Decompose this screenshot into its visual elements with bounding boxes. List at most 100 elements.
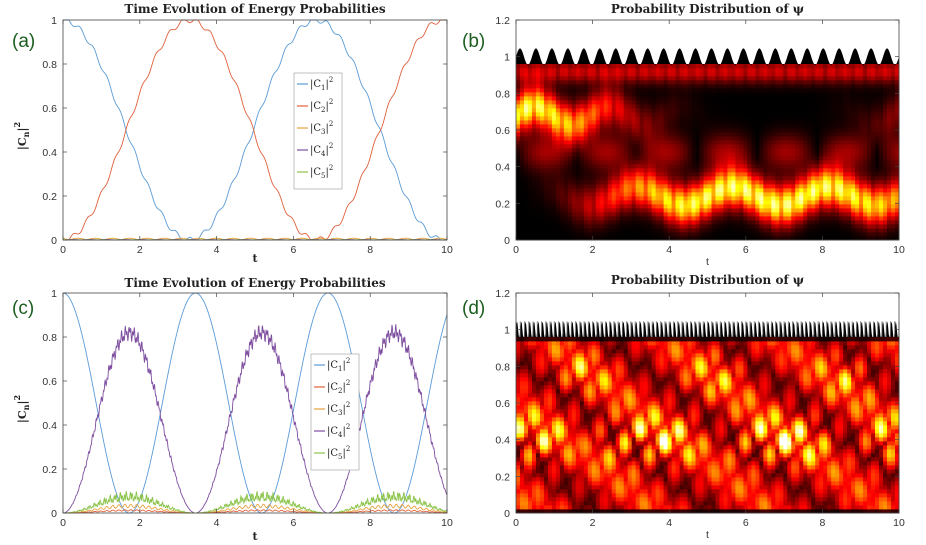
heatmap-cell [595,120,601,125]
heatmap-cell [563,469,569,474]
heatmap-cell [835,216,840,221]
heatmap-cell [555,164,561,169]
heatmap-cell [811,208,816,213]
heatmap-cell [887,112,892,117]
heatmap-cell [567,208,573,213]
heatmap-cell [783,160,788,165]
heatmap-cell [516,409,521,414]
heatmap-cell [767,236,772,241]
heatmap-cell [763,116,768,121]
heatmap-cell [775,152,780,157]
heatmap-cell [827,124,832,129]
heatmap-cell [559,401,565,406]
heatmap-cell [707,168,712,173]
heatmap-cell [731,92,736,97]
heatmap-cell [787,148,792,153]
heatmap-cell [787,172,792,177]
heatmap-cell [819,136,824,141]
heatmap-cell [739,216,744,221]
heatmap-cell [771,124,776,129]
heatmap-cell [879,72,884,77]
heatmap-cell [847,132,852,137]
heatmap-cell [571,224,577,229]
heatmap-cell [627,212,633,217]
heatmap-cell [679,156,684,161]
heatmap-cell [823,224,828,229]
heatmap-cell [531,228,537,233]
heatmap-cell [651,200,657,205]
heatmap-cell [519,377,525,382]
heatmap-cell [707,80,712,85]
heatmap-cell [655,224,661,229]
heatmap-cell [707,224,712,229]
heatmap-cell [695,168,700,173]
heatmap-cell [751,176,756,181]
heatmap-cell [859,216,864,221]
heatmap-cell [563,120,569,125]
heatmap-cell [559,80,565,85]
heatmap-cell [723,200,728,205]
heatmap-cell [543,232,549,237]
heatmap-cell [771,64,776,69]
heatmap-cell [647,168,653,173]
heatmap-cell [839,112,844,117]
heatmap-cell [671,180,676,185]
heatmap-cell [519,76,525,81]
heatmap-cell [607,204,613,209]
heatmap-cell [791,132,796,137]
heatmap-cell [695,100,700,105]
heatmap-cell [807,172,812,177]
heatmap-cell [867,164,872,169]
heatmap-cell [539,369,545,374]
heatmap-cell [587,108,593,113]
heatmap-cell [687,136,692,141]
heatmap-cell [579,96,585,101]
heatmap-cell [835,180,840,185]
heatmap-cell [711,72,716,77]
heatmap-cell [839,228,844,233]
heatmap-cell [783,192,788,197]
heatmap-cell [795,196,800,201]
heatmap-cell [595,196,601,201]
heatmap-cell [807,232,812,237]
heatmap-cell [651,172,657,177]
heatmap-cell [535,377,541,382]
heatmap-cell [543,405,549,410]
heatmap-cell [687,124,692,129]
heatmap-cell [687,192,692,197]
heatmap-cell [823,188,828,193]
heatmap-cell [787,76,792,81]
heatmap-cell [815,112,820,117]
heatmap-cell [583,72,589,77]
heatmap-cell [863,236,868,241]
heatmap-cell [823,236,828,241]
heatmap-cell [539,397,545,402]
heatmap-cell [543,397,549,402]
heatmap-cell [735,96,740,101]
heatmap-cell [519,413,525,418]
heatmap-cell [539,208,545,213]
heatmap-cell [823,232,828,237]
heatmap-cell [855,140,860,145]
heatmap-cell [599,76,605,81]
heatmap-cell [895,164,900,169]
heatmap-cell [795,204,800,209]
heatmap-cell [827,160,832,165]
heatmap-cell [627,160,633,165]
heatmap-cell [727,96,732,101]
heatmap-cell [639,108,645,113]
heatmap-cell [867,160,872,165]
heatmap-cell [895,232,900,237]
heatmap-cell [827,224,832,229]
heatmap-cell [691,176,696,181]
heatmap-cell [535,180,541,185]
heatmap-cell [599,96,605,101]
heatmap-cell [551,441,557,446]
heatmap-cell [859,232,864,237]
heatmap-cell [627,196,633,201]
heatmap-cell [687,184,692,189]
heatmap-cell [723,136,728,141]
heatmap-cell [587,104,593,109]
heatmap-cell [675,96,680,101]
heatmap-cell [567,160,573,165]
